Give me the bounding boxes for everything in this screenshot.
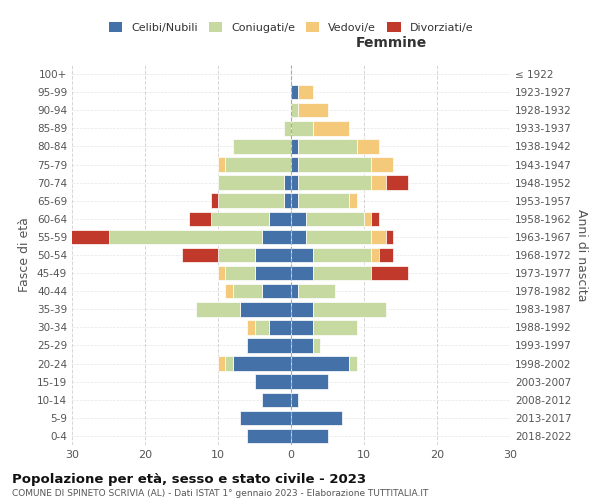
Bar (313, 121, 349, 136)
Bar (226, 356, 233, 371)
Bar (269, 212, 291, 226)
Bar (386, 176, 408, 190)
Bar (313, 302, 386, 316)
Bar (291, 248, 313, 262)
Bar (291, 302, 313, 316)
Bar (291, 320, 313, 334)
Bar (291, 212, 305, 226)
Bar (218, 266, 226, 280)
Bar (291, 121, 313, 136)
Bar (240, 410, 291, 425)
Bar (218, 158, 226, 172)
Bar (233, 356, 291, 371)
Bar (291, 356, 349, 371)
Bar (291, 410, 342, 425)
Bar (291, 194, 298, 208)
Bar (298, 194, 349, 208)
Bar (298, 103, 328, 118)
Y-axis label: Anni di nascita: Anni di nascita (575, 209, 588, 301)
Bar (371, 266, 408, 280)
Bar (298, 139, 356, 154)
Text: Popolazione per età, sesso e stato civile - 2023: Popolazione per età, sesso e stato civil… (12, 472, 366, 486)
Bar (65, 230, 109, 244)
Text: COMUNE DI SPINETO SCRIVIA (AL) - Dati ISTAT 1° gennaio 2023 - Elaborazione TUTTI: COMUNE DI SPINETO SCRIVIA (AL) - Dati IS… (12, 489, 428, 498)
Bar (240, 302, 291, 316)
Bar (284, 194, 291, 208)
Bar (291, 428, 328, 443)
Bar (298, 158, 371, 172)
Text: Femmine: Femmine (356, 36, 427, 50)
Bar (226, 284, 233, 298)
Bar (298, 284, 335, 298)
Bar (262, 284, 291, 298)
Bar (349, 356, 356, 371)
Bar (254, 248, 291, 262)
Bar (284, 121, 291, 136)
Bar (298, 85, 313, 100)
Y-axis label: Fasce di età: Fasce di età (19, 218, 31, 292)
Bar (313, 266, 371, 280)
Bar (262, 230, 291, 244)
Bar (254, 266, 291, 280)
Bar (291, 85, 298, 100)
Bar (313, 338, 320, 352)
Bar (218, 176, 284, 190)
Bar (371, 230, 386, 244)
Bar (211, 212, 269, 226)
Bar (379, 248, 393, 262)
Bar (291, 139, 298, 154)
Bar (262, 392, 291, 407)
Bar (269, 320, 291, 334)
Bar (218, 194, 284, 208)
Bar (349, 194, 356, 208)
Bar (284, 176, 291, 190)
Bar (371, 176, 386, 190)
Bar (233, 284, 262, 298)
Bar (313, 320, 356, 334)
Bar (291, 266, 313, 280)
Bar (291, 230, 305, 244)
Bar (291, 374, 328, 389)
Bar (305, 212, 364, 226)
Bar (291, 176, 298, 190)
Bar (218, 356, 226, 371)
Bar (226, 266, 254, 280)
Bar (313, 248, 371, 262)
Bar (109, 230, 262, 244)
Legend: Celibi/Nubili, Coniugati/e, Vedovi/e, Divorziati/e: Celibi/Nubili, Coniugati/e, Vedovi/e, Di… (104, 18, 478, 37)
Bar (189, 212, 211, 226)
Bar (291, 392, 298, 407)
Bar (356, 139, 379, 154)
Bar (386, 230, 393, 244)
Bar (371, 248, 379, 262)
Bar (254, 374, 291, 389)
Bar (196, 302, 240, 316)
Bar (291, 338, 313, 352)
Bar (218, 248, 254, 262)
Bar (305, 230, 371, 244)
Bar (371, 212, 379, 226)
Bar (254, 320, 269, 334)
Bar (233, 139, 291, 154)
Bar (364, 212, 371, 226)
Bar (182, 248, 218, 262)
Bar (211, 194, 218, 208)
Bar (371, 158, 393, 172)
Bar (291, 158, 298, 172)
Bar (247, 320, 254, 334)
Bar (291, 103, 298, 118)
Bar (226, 158, 291, 172)
Bar (247, 338, 291, 352)
Bar (298, 176, 371, 190)
Bar (291, 284, 298, 298)
Bar (247, 428, 291, 443)
